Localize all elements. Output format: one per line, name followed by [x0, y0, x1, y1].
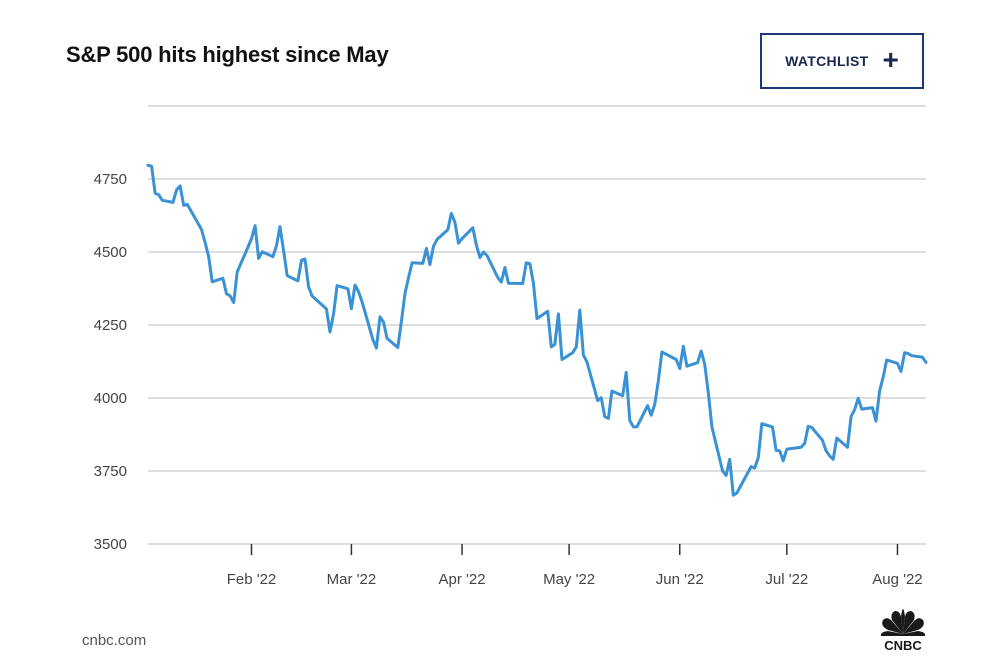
- x-tick-label: Mar '22: [327, 571, 377, 588]
- plus-icon: +: [882, 43, 899, 75]
- y-tick-label: 4250: [94, 317, 127, 334]
- x-tick-label: Jun '22: [656, 571, 704, 588]
- x-tick-label: Jul '22: [765, 571, 808, 588]
- x-tick-label: May '22: [543, 571, 595, 588]
- y-tick-label: 3500: [94, 536, 127, 553]
- chart-title: S&P 500 hits highest since May: [66, 42, 389, 67]
- x-tick-label: Apr '22: [439, 571, 486, 588]
- y-tick-label: 4500: [94, 244, 127, 261]
- y-tick-label: 4000: [94, 390, 127, 407]
- y-tick-label: 4750: [94, 171, 127, 188]
- svg-text:CNBC: CNBC: [884, 638, 922, 652]
- watchlist-button[interactable]: WATCHLIST +: [760, 33, 924, 89]
- cnbc-logo: CNBC: [880, 609, 926, 652]
- x-tick-label: Aug '22: [872, 571, 922, 588]
- x-tick-label: Feb '22: [227, 571, 277, 588]
- source-label[interactable]: cnbc.com: [82, 632, 147, 649]
- watchlist-label: WATCHLIST: [785, 53, 869, 69]
- y-tick-label: 3750: [94, 463, 127, 480]
- series-line: [146, 163, 928, 497]
